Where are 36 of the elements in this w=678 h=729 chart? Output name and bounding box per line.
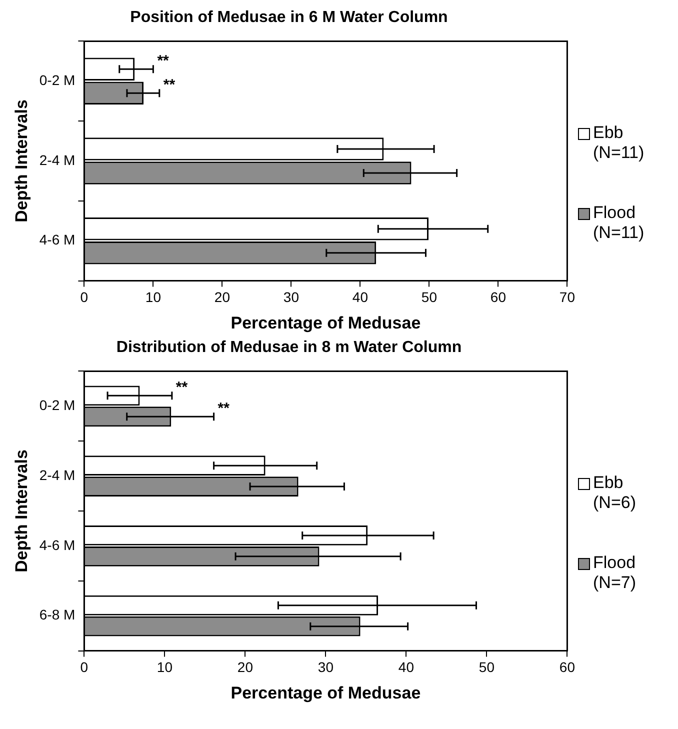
chart-title: Position of Medusae in 6 M Water Column bbox=[130, 9, 448, 26]
y-tick-label: 2-4 M bbox=[39, 466, 76, 483]
x-tick-label: 10 bbox=[156, 659, 173, 676]
x-tick-label: 40 bbox=[352, 289, 368, 306]
x-tick-label: 70 bbox=[559, 289, 576, 306]
x-tick-label: 60 bbox=[490, 289, 506, 306]
x-tick-label: 20 bbox=[237, 659, 254, 676]
x-axis-title: Percentage of Medusae bbox=[230, 313, 421, 332]
y-tick-label: 0-2 M bbox=[39, 397, 76, 414]
legend-label: Flood (N=11) bbox=[593, 203, 646, 243]
y-axis-title: Depth Intervals bbox=[12, 100, 31, 222]
text: Ebb (N=11) bbox=[593, 123, 646, 163]
y-tick-label: 4-6 M bbox=[39, 536, 76, 553]
annotation: ** bbox=[163, 76, 176, 94]
x-tick-label: 10 bbox=[145, 289, 162, 306]
y-tick-label: 6-8 M bbox=[39, 606, 76, 623]
text: Ebb (N=6) bbox=[593, 473, 637, 513]
chart-title: Distribution of Medusae in 8 m Water Column bbox=[116, 339, 462, 356]
x-tick-label: 50 bbox=[421, 289, 438, 306]
x-tick-label: 30 bbox=[318, 659, 334, 676]
x-tick-label: 0 bbox=[80, 289, 88, 306]
annotation: ** bbox=[218, 400, 230, 417]
x-tick-label: 20 bbox=[214, 289, 230, 306]
y-tick-label: 2-4 M bbox=[39, 152, 76, 168]
annotation: ** bbox=[176, 378, 188, 396]
x-tick-label: 30 bbox=[283, 289, 300, 306]
x-axis-title: Percentage of Medusae bbox=[230, 683, 421, 702]
legend-label: Flood (N=7) bbox=[593, 553, 637, 593]
y-axis-title: Depth Intervals bbox=[12, 450, 31, 572]
x-tick-label: 0 bbox=[80, 659, 88, 676]
x-tick-label: 60 bbox=[559, 659, 576, 676]
x-tick-label: 50 bbox=[478, 659, 495, 676]
y-tick-label: 0-2 M bbox=[39, 72, 76, 88]
y-tick-label: 4-6 M bbox=[39, 232, 76, 248]
x-tick-label: 40 bbox=[398, 659, 414, 676]
annotation: ** bbox=[157, 52, 170, 70]
